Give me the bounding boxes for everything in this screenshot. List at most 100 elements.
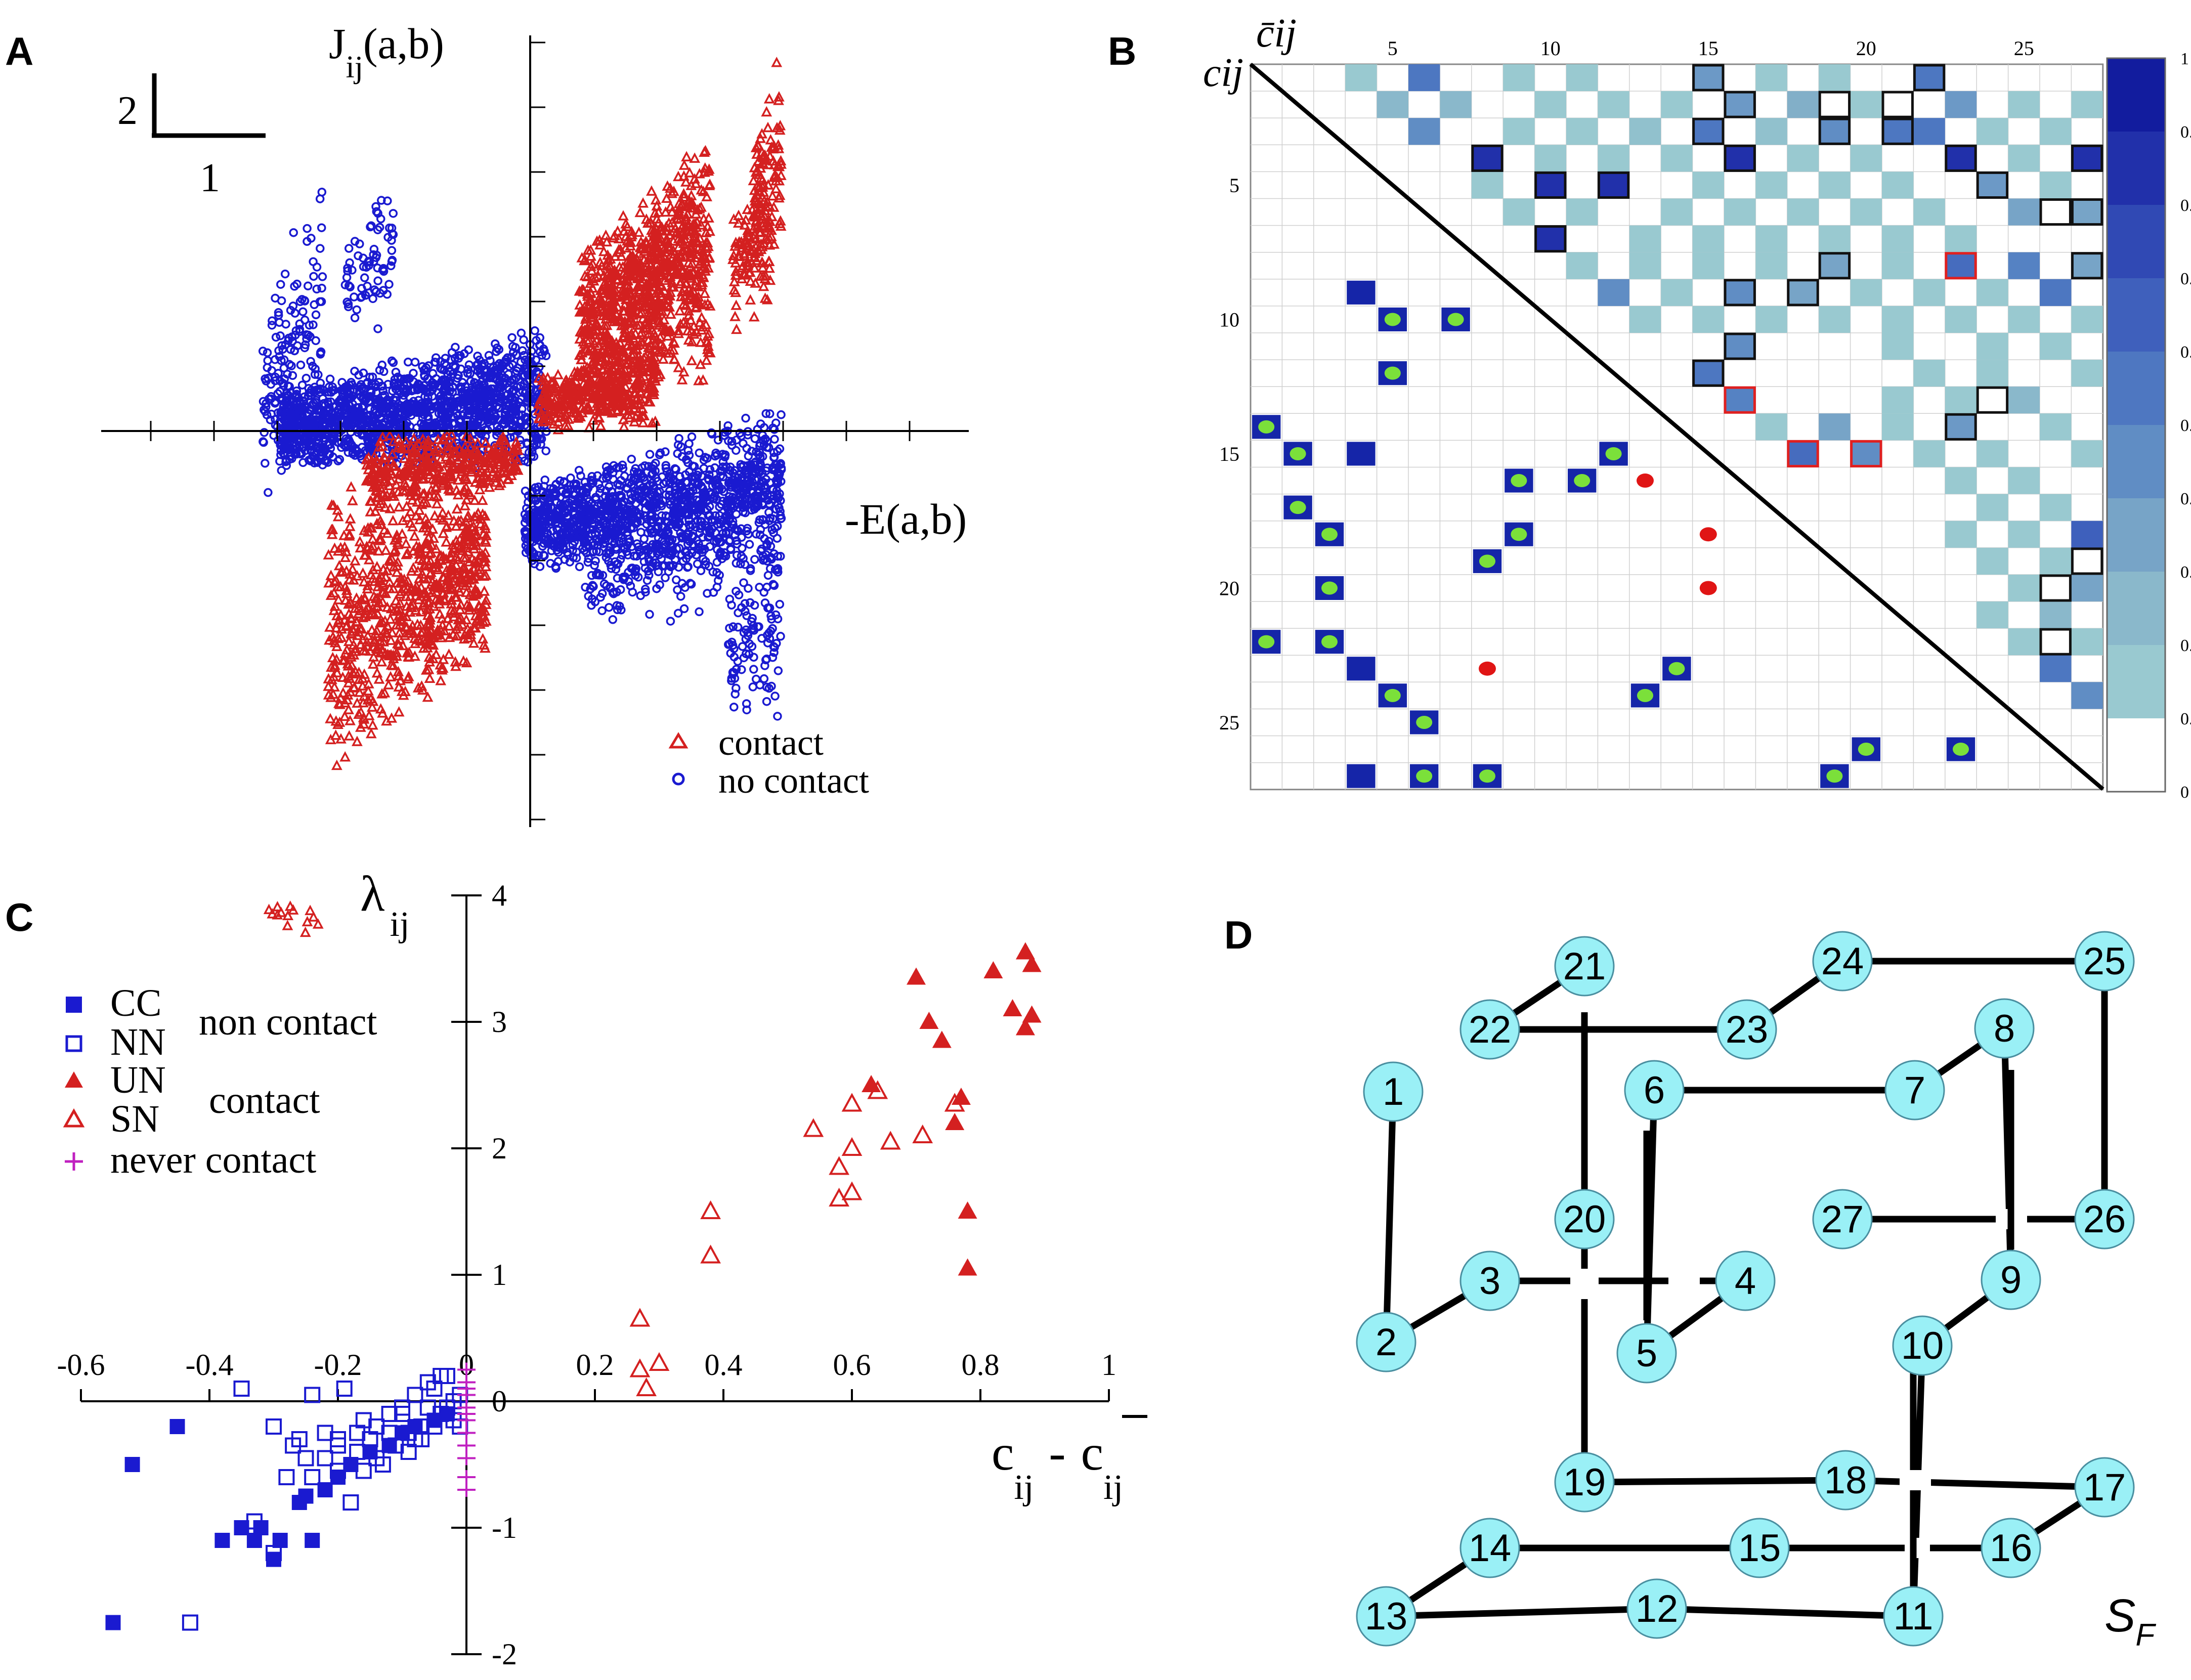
panel-a-no-contact-point xyxy=(399,384,408,393)
panel-label-d: D xyxy=(1224,913,1253,957)
panel-a-no-contact-point xyxy=(512,382,522,392)
panel-a-no-contact-point xyxy=(264,373,273,383)
panel-a-no-contact-point xyxy=(379,367,389,376)
panel-a-no-contact-point xyxy=(387,246,397,255)
panel-a-no-contact-point xyxy=(464,345,473,355)
panel-a-no-contact-point xyxy=(590,561,599,570)
panel-a-no-contact-point xyxy=(350,313,360,323)
panel-a-no-contact-point xyxy=(294,403,303,412)
panel-a-no-contact-point xyxy=(364,261,373,270)
panel-a-no-contact-point xyxy=(492,386,502,396)
panel-a-no-contact-point xyxy=(320,456,329,465)
panel-a-no-contact-point xyxy=(344,244,354,253)
panel-a-no-contact-point xyxy=(277,466,286,475)
panel-a-no-contact-point xyxy=(519,335,528,344)
panel-a-no-contact-point xyxy=(420,392,429,401)
panel-a-no-contact-point xyxy=(442,412,452,421)
panel-a-no-contact-point xyxy=(314,370,323,379)
panel-a-no-contact-point xyxy=(295,442,304,451)
panel-a-no-contact-point xyxy=(493,366,502,375)
panel-a-no-contact-point xyxy=(328,386,337,395)
panel-a-no-contact-point xyxy=(523,457,533,466)
panel-a-no-contact-point xyxy=(373,324,382,333)
panel-a-no-contact-point xyxy=(335,455,345,464)
panel-a-no-contact-point xyxy=(501,396,510,405)
panel-a-no-contact-point xyxy=(503,353,512,362)
panel-a-no-contact-point xyxy=(345,437,354,446)
panel-a-no-contact-point xyxy=(259,437,268,446)
panel-a-no-contact-point xyxy=(343,264,352,273)
panel-a-no-contact-point xyxy=(362,394,371,403)
panel-a-no-contact-point xyxy=(393,414,402,423)
panel-a-no-contact-point xyxy=(328,382,337,392)
panel-a-no-contact-point xyxy=(750,434,760,443)
panel-a-no-contact-point xyxy=(348,266,357,275)
panel-a-no-contact-point xyxy=(471,386,481,395)
panel-a-no-contact-point xyxy=(431,358,440,367)
panel-a-no-contact-point xyxy=(372,207,381,216)
panel-a-no-contact-point xyxy=(446,403,455,412)
panel-a-no-contact-point xyxy=(280,374,289,383)
panel-a-no-contact-point xyxy=(507,333,517,342)
panel-a-no-contact-point xyxy=(404,401,413,410)
panel-a-no-contact-point xyxy=(267,392,276,401)
panel-a-no-contact-point xyxy=(295,297,305,307)
panel-a-no-contact-point xyxy=(316,244,325,253)
panel-a-no-contact-point xyxy=(296,360,306,370)
panel-a-no-contact-point xyxy=(403,357,413,367)
panel-a-no-contact-point xyxy=(318,272,327,281)
panel-a-no-contact-point xyxy=(318,419,327,428)
panel-a-no-contact-point xyxy=(383,196,392,205)
panel-a-no-contact-point xyxy=(297,380,307,390)
panel-a-no-contact-point xyxy=(266,415,275,424)
panel-a-no-contact-point xyxy=(464,402,474,411)
panel-a-no-contact-point xyxy=(367,221,376,230)
panel-a-no-contact-point xyxy=(315,194,325,203)
panel-a-no-contact-point xyxy=(348,400,358,409)
panel-a-no-contact-point xyxy=(363,425,373,435)
panel-a-no-contact-point xyxy=(448,369,458,378)
panel-a-no-contact-point xyxy=(521,355,530,365)
panel-a-no-contact-point xyxy=(357,292,366,301)
panel-a-no-contact-point xyxy=(300,340,310,350)
panel-a-no-contact-point xyxy=(518,346,527,355)
panel-a-no-contact-point xyxy=(387,257,397,266)
panel-a-no-contact-point xyxy=(316,384,325,394)
panel-a-no-contact-point xyxy=(373,276,382,285)
panel-a-points xyxy=(258,57,787,937)
panel-a-no-contact-point xyxy=(323,450,333,459)
panel-a-no-contact-point xyxy=(352,305,361,315)
panel-a-no-contact-point xyxy=(383,233,393,242)
panel-a-no-contact-point xyxy=(540,347,549,356)
panel-a-no-contact-point xyxy=(273,436,283,445)
panel-a-no-contact-point xyxy=(473,352,482,361)
panel-a-no-contact-point xyxy=(479,411,488,420)
panel-a-no-contact-point xyxy=(305,405,314,414)
panel-a-no-contact-point xyxy=(374,378,383,387)
panel-a-no-contact-point xyxy=(457,384,466,394)
panel-a-no-contact-point xyxy=(466,376,476,386)
panel-a-no-contact-point xyxy=(384,280,394,289)
panel-a-no-contact-point xyxy=(371,202,380,211)
panel-a-no-contact-point xyxy=(394,379,403,388)
panel-a-no-contact-point xyxy=(359,262,368,271)
panel-a-no-contact-point xyxy=(524,394,534,403)
panel-a-no-contact-point xyxy=(429,421,438,431)
panel-a-no-contact-point xyxy=(387,356,397,366)
panel-a-no-contact-point xyxy=(471,399,481,408)
panel-a-no-contact-point xyxy=(389,209,398,218)
panel-a-no-contact-point xyxy=(377,407,387,416)
panel-a-no-contact-point xyxy=(330,421,339,430)
panel-a-no-contact-point xyxy=(444,378,453,387)
panel-a-no-contact-point xyxy=(311,310,321,320)
panel-a-no-contact-point xyxy=(303,281,313,291)
panel-a-no-contact-point xyxy=(313,406,322,415)
panel-a-no-contact-point xyxy=(532,336,541,345)
panel-a-no-contact-point xyxy=(279,363,289,373)
panel-a-no-contact-point xyxy=(439,386,448,396)
panel-a-no-contact-point xyxy=(285,382,294,391)
panel-a-no-contact-point xyxy=(431,353,441,362)
panel-a-no-contact-point xyxy=(463,365,472,374)
panel-a-no-contact-point xyxy=(263,348,272,357)
panel-a-no-contact-point xyxy=(695,448,704,458)
